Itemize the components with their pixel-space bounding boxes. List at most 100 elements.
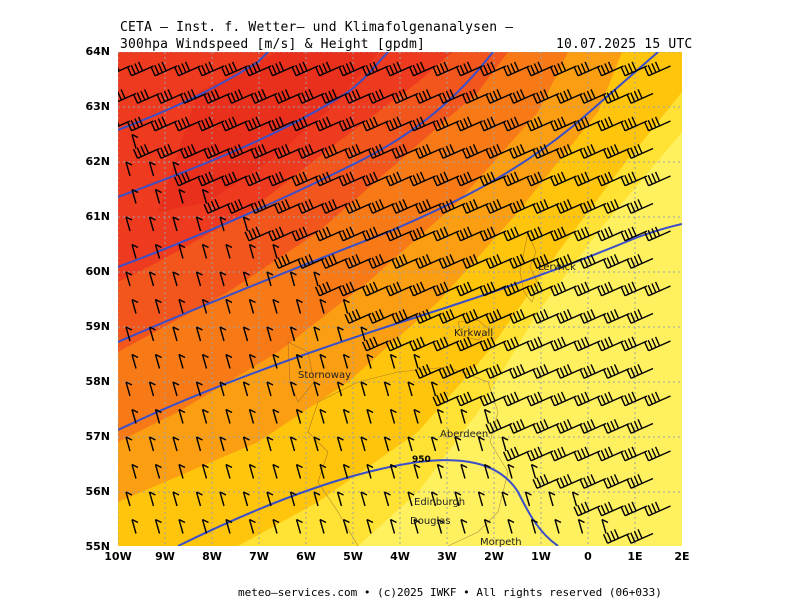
wind-barb [602, 364, 630, 379]
wind-barb [643, 501, 671, 517]
wind-barb [602, 419, 630, 434]
wind-barb [220, 61, 248, 77]
wind-barb [549, 446, 577, 462]
wind-barb [154, 408, 162, 424]
wind-barb [291, 226, 319, 242]
wind-barb [460, 463, 468, 479]
wind-barb [295, 463, 303, 479]
wind-barb [242, 271, 250, 287]
wind-barb [408, 116, 436, 132]
wind-barb [220, 116, 248, 132]
wind-barb [225, 518, 233, 534]
wind-barb [156, 89, 184, 104]
wind-barb [201, 353, 209, 369]
city-edinburgh: Edinburgh [414, 497, 466, 508]
header-product: 300hpa Windspeed [m/s] & Height [gpdm] [120, 37, 426, 52]
wind-barb [455, 391, 483, 407]
wind-barb [391, 199, 419, 214]
wind-barb [173, 61, 201, 77]
wind-barb [455, 336, 483, 352]
wind-barb [438, 254, 466, 269]
wind-barb [342, 408, 350, 424]
wind-barb [626, 89, 654, 104]
wind-barb [455, 171, 483, 187]
wind-barb [430, 436, 438, 452]
wind-barb [131, 188, 139, 204]
wind-barb [526, 61, 554, 77]
wind-barb [407, 381, 415, 397]
lon-label: 0 [584, 550, 592, 563]
wind-barb [248, 353, 256, 369]
wind-barb [501, 491, 509, 507]
wind-barb [366, 463, 374, 479]
wind-barb [313, 491, 321, 507]
wind-barb [526, 391, 554, 407]
wind-barb [432, 61, 460, 77]
wind-barb [267, 116, 295, 132]
wind-barb [507, 463, 515, 479]
wind-barb [455, 281, 483, 297]
wind-barb [532, 144, 560, 159]
wind-barb [272, 298, 280, 314]
wind-barb [267, 226, 295, 242]
wind-barb [438, 309, 466, 324]
wind-barb [338, 171, 366, 187]
wind-barb [225, 243, 233, 259]
wind-barb [314, 281, 342, 297]
wind-barb [573, 391, 601, 407]
wind-barb [172, 326, 180, 342]
wind-barb [201, 518, 209, 534]
wind-barb [225, 408, 233, 424]
wind-barb [483, 463, 491, 479]
wind-barb [361, 61, 389, 77]
wind-barb [479, 391, 507, 407]
wind-barb [172, 271, 180, 287]
wind-barb [391, 144, 419, 159]
wind-barb [244, 61, 272, 77]
wind-barb [197, 61, 225, 77]
wind-barb [250, 89, 278, 104]
wind-barb [289, 271, 297, 287]
wind-barb [620, 116, 648, 132]
wind-barb [172, 216, 180, 232]
wind-barb [148, 271, 156, 287]
wind-barb [461, 199, 489, 214]
wind-barb [154, 353, 162, 369]
graticule [118, 52, 682, 546]
wind-barb [485, 419, 513, 434]
wind-barb [173, 116, 201, 132]
wind-barb [197, 116, 225, 132]
wind-barb [601, 518, 609, 534]
wind-barb [485, 199, 513, 214]
wind-barb [485, 309, 513, 324]
wind-barb [532, 474, 560, 489]
wind-barb [203, 199, 231, 214]
wind-barb [266, 271, 274, 287]
wind-barb [360, 381, 368, 397]
wind-barb [432, 336, 460, 352]
wind-barb [344, 144, 372, 159]
wind-barb [197, 171, 225, 187]
lon-label: 5W [343, 550, 363, 563]
wind-barb [342, 518, 350, 534]
wind-barb [219, 436, 227, 452]
wind-barb [549, 116, 577, 132]
wind-barb [526, 116, 554, 132]
wind-barb [195, 271, 203, 287]
wind-barb [643, 61, 671, 77]
lat-label: 55N [85, 540, 110, 553]
wind-barb [579, 144, 607, 159]
wind-barb [273, 199, 301, 214]
wind-barb [173, 171, 201, 187]
height-contour [177, 459, 559, 546]
wind-barb [461, 254, 489, 269]
wind-barb [338, 116, 366, 132]
wind-barb [338, 226, 366, 242]
wind-barb [154, 298, 162, 314]
wind-barb [626, 419, 654, 434]
wind-barb [291, 171, 319, 187]
wind-barb [577, 518, 585, 534]
wind-barb [118, 65, 131, 73]
wind-barb [336, 381, 344, 397]
wind-barb [643, 171, 671, 187]
